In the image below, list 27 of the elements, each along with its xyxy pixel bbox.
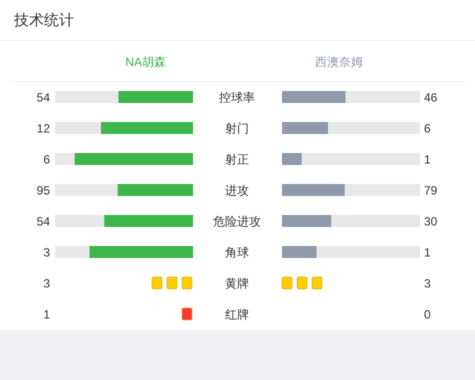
category-label: 黄牌 [225, 276, 249, 290]
data-label: 6 [43, 152, 50, 166]
data-label: 1 [424, 152, 431, 166]
legend-label: NA胡森 [125, 55, 166, 69]
data-label: 12 [36, 122, 50, 136]
data-label: 54 [36, 214, 50, 228]
data-label: 0 [424, 308, 431, 322]
data-label: 1 [43, 308, 50, 322]
data-label: 3 [43, 246, 50, 260]
category-label: 射门 [225, 122, 249, 136]
data-label: 3 [424, 276, 431, 290]
data-label: 6 [424, 122, 431, 136]
category-label: 控球率 [219, 90, 255, 104]
data-label: 46 [424, 90, 438, 104]
data-label: 3 [43, 276, 50, 290]
data-label: 54 [36, 90, 50, 104]
data-label: 95 [36, 184, 50, 198]
category-label: 危险进攻 [213, 214, 261, 228]
legend-label: 西澳奈姆 [315, 55, 363, 69]
data-label: 79 [424, 184, 438, 198]
category-label: 进攻 [225, 184, 249, 198]
data-label: 1 [424, 246, 431, 260]
category-label: 角球 [225, 246, 249, 260]
text: 技术统计 [13, 12, 74, 29]
category-label: 射正 [225, 152, 249, 166]
category-label: 红牌 [225, 308, 249, 322]
data-label: 30 [424, 214, 438, 228]
